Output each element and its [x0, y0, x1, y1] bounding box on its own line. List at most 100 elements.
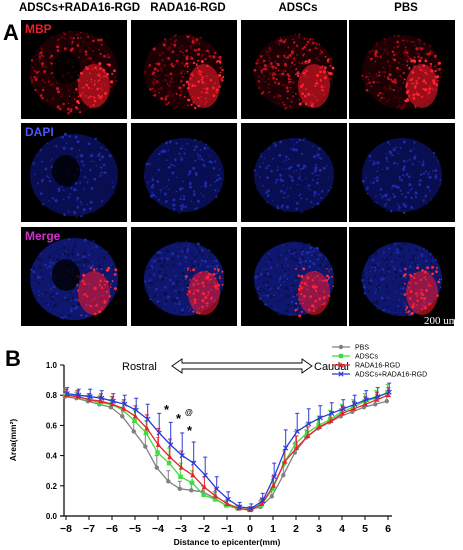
micrograph-tile-r0-c3 [349, 20, 455, 119]
data-point [166, 479, 171, 484]
data-point [340, 406, 346, 412]
data-point [201, 492, 206, 498]
data-point [64, 391, 70, 397]
data-point [167, 454, 173, 460]
data-point [189, 480, 195, 485]
line-chart: 0.0 0.2 0.4 0.6 0.8 1.0 −8 −7 −6 −5 −4 −3 −2 −1 0 1 2 3 4… [8, 344, 427, 548]
data-point [283, 445, 289, 451]
data-point [132, 413, 138, 419]
data-point [316, 424, 322, 429]
y-tick-label: 0.4 [46, 452, 58, 461]
data-point [375, 394, 381, 400]
data-point [351, 405, 357, 411]
data-point [178, 464, 184, 470]
x-tick-label: −8 [60, 523, 72, 535]
data-point [191, 460, 197, 466]
data-point [86, 396, 92, 402]
data-point [294, 428, 300, 435]
legend-label: ADSCs [355, 354, 378, 361]
legend-label: PBS [355, 345, 369, 352]
data-point [384, 399, 389, 404]
data-point [177, 486, 182, 492]
x-tick-label: 1 [270, 523, 276, 535]
legend-label: ADSCs+RADA16-RGD [355, 372, 427, 379]
data-point [190, 472, 196, 478]
data-point [143, 430, 149, 436]
data-point [339, 410, 345, 416]
legend-marker [338, 344, 344, 350]
y-tick-label: 0.8 [46, 391, 58, 400]
data-point [132, 418, 137, 424]
data-point [329, 410, 335, 416]
column-header-rada: RADA16-RGD [150, 2, 226, 14]
data-point [374, 396, 380, 402]
scale-bar-label: 200 um [424, 315, 458, 327]
legend-label: RADA16-RGD [355, 363, 400, 370]
data-point [145, 416, 151, 422]
y-tick-label: 1.0 [46, 361, 58, 370]
column-header-adscs: ADSCs [278, 2, 318, 14]
x-tick-label: 2 [293, 523, 299, 535]
y-tick-label: 0.2 [46, 482, 58, 491]
data-point [213, 493, 219, 499]
data-point [306, 421, 312, 427]
significance-star-2: * [176, 411, 182, 426]
data-point [214, 486, 220, 492]
micrograph-tile-r2-c1 [131, 227, 237, 326]
stain-label-dapi: DAPI [25, 125, 54, 139]
data-point [201, 484, 207, 490]
micrograph-tile-r1-c1 [131, 123, 237, 222]
data-point [328, 418, 334, 423]
panel-a-label: A [3, 20, 19, 45]
micrograph-tile-r0-c0: MBP [21, 20, 127, 119]
micrograph-tile-r2-c0: Merge [21, 227, 127, 326]
micrograph-tile-r2-c3 [349, 227, 455, 326]
data-point [87, 394, 93, 400]
data-point [269, 494, 274, 499]
x-tick-label: −5 [129, 523, 141, 535]
data-point [259, 501, 265, 506]
significance-star-3: * [187, 423, 193, 438]
data-point [224, 501, 230, 506]
legend-marker [338, 362, 344, 367]
column-header-adscs-rada: ADSCs+RADA16-RGD [19, 2, 141, 14]
series-layer [62, 382, 392, 513]
data-point [339, 409, 344, 415]
x-tick-label: 6 [385, 523, 391, 535]
data-point [305, 433, 311, 438]
data-point [131, 429, 136, 434]
x-tick-label: 5 [362, 523, 368, 535]
panel-b-label: B [5, 346, 21, 371]
data-point [352, 401, 358, 407]
x-tick-label: −2 [198, 523, 210, 535]
data-point [144, 425, 150, 431]
data-point [133, 407, 139, 413]
data-point [385, 392, 391, 398]
x-tick-label: 4 [339, 523, 345, 535]
data-point [293, 441, 298, 446]
data-point [270, 486, 275, 492]
significance-at: @ [185, 408, 193, 417]
y-tick-label: 0.6 [46, 421, 58, 430]
data-point [270, 483, 276, 488]
micrograph-tile-r1-c3 [349, 123, 455, 222]
x-tick-group: −8 −7 −6 −5 −4 −3 −2 −1 0 1 2 3 4 5 6 [60, 516, 391, 535]
data-point [76, 392, 82, 398]
x-tick-label: 0 [247, 523, 253, 535]
double-arrow-icon [171, 358, 313, 374]
x-tick-label: −3 [175, 523, 187, 535]
data-point [237, 504, 243, 510]
x-tick-label: −1 [221, 523, 233, 535]
data-point [282, 458, 288, 464]
data-point [168, 442, 174, 448]
x-axis-title: Distance to epicenter(mm) [174, 537, 281, 547]
x-tick-label: −6 [106, 523, 118, 535]
micrograph-tile-r2-c2 [241, 227, 347, 326]
data-point [143, 444, 148, 449]
stain-label-merge: Merge [25, 229, 61, 243]
caudal-label: Caudal [314, 361, 349, 373]
data-point [109, 401, 115, 407]
legend-marker [338, 371, 344, 377]
data-point [156, 430, 162, 436]
series-pbs [62, 390, 389, 513]
